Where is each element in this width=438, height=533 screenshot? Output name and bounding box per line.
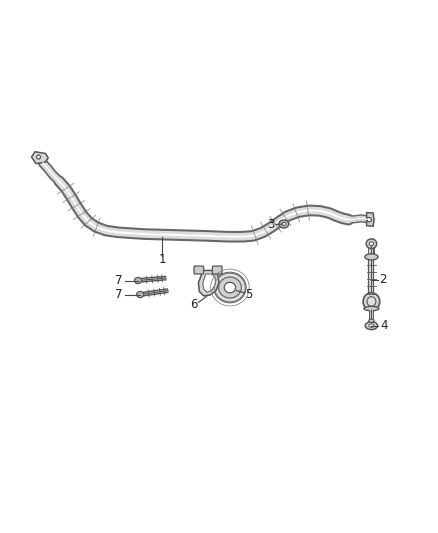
Text: 7: 7 [115,288,123,301]
Polygon shape [198,270,219,296]
Ellipse shape [369,324,374,327]
Text: 3: 3 [267,218,274,231]
Text: 7: 7 [115,274,123,287]
Text: 6: 6 [190,297,198,311]
Ellipse shape [279,220,289,228]
Text: 4: 4 [380,319,388,332]
Text: 2: 2 [379,273,387,286]
Ellipse shape [137,292,144,297]
Text: 5: 5 [245,288,252,301]
Ellipse shape [367,297,376,306]
Ellipse shape [224,282,236,293]
Ellipse shape [367,217,371,222]
FancyBboxPatch shape [194,266,204,274]
Ellipse shape [36,155,40,159]
Ellipse shape [366,239,377,248]
Ellipse shape [282,222,286,226]
Ellipse shape [219,277,241,298]
Ellipse shape [214,273,246,302]
Text: 1: 1 [158,253,166,266]
Polygon shape [203,274,215,292]
Ellipse shape [365,322,378,329]
Ellipse shape [364,306,379,311]
Ellipse shape [365,254,378,260]
Polygon shape [367,213,374,226]
Ellipse shape [369,319,374,322]
Ellipse shape [369,242,374,246]
Ellipse shape [134,278,141,284]
Ellipse shape [363,293,380,310]
FancyBboxPatch shape [212,266,222,274]
Polygon shape [32,152,48,164]
